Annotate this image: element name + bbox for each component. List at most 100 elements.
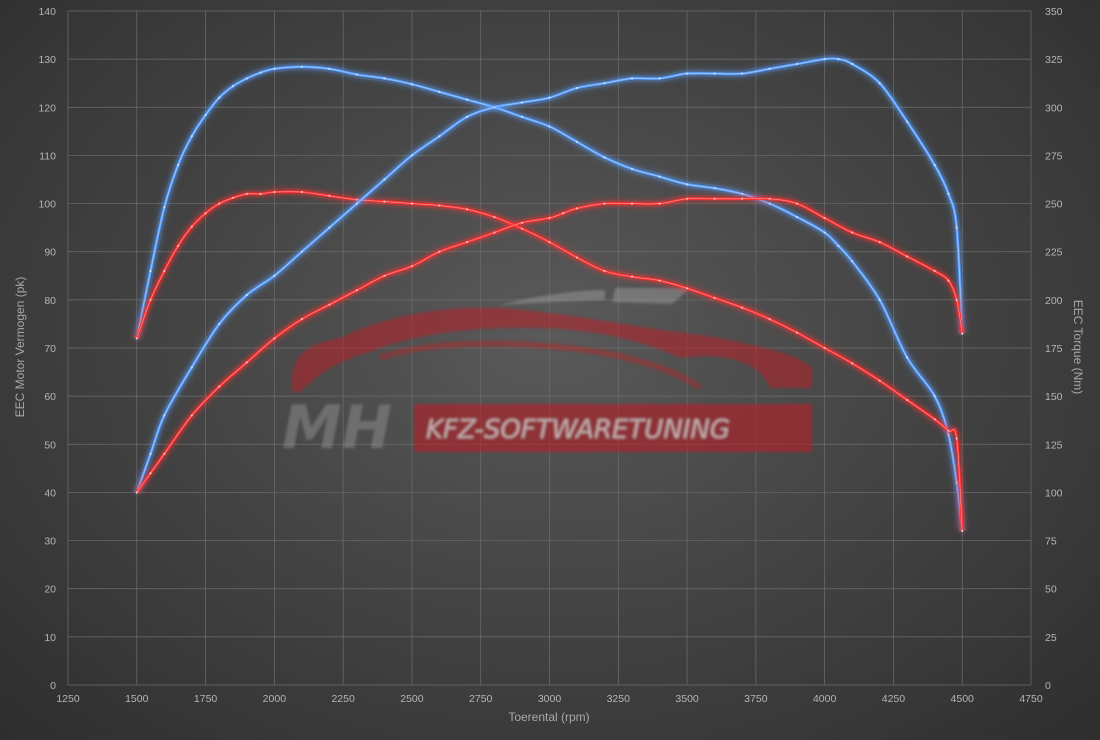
data-point [204,113,207,117]
data-point [630,167,634,170]
data-point [906,255,909,258]
data-point [837,58,840,61]
data-point [465,208,469,211]
x-tick-label: 3500 [675,693,699,705]
x-tick-label: 1500 [125,693,149,705]
data-point [493,106,496,109]
x-tick-label: 2500 [400,693,424,705]
data-point [438,90,441,93]
data-point [851,362,854,365]
y-tick-label-right: 150 [1045,391,1063,403]
data-point [823,216,826,220]
series-line-tuned-power-highlight [136,58,963,493]
y-tick-label-left: 20 [44,584,56,596]
data-point [548,96,551,99]
logo-banner [414,404,812,452]
axes: 1250 1500 1750 2000 2250 2500 2750 3000 3250 3500… [38,6,1062,705]
data-point [245,293,248,297]
data-point [796,62,799,66]
x-tick-label: 4250 [882,693,906,705]
data-point [190,366,193,369]
data-point [273,274,276,277]
data-point [548,216,551,220]
data-point [933,269,936,273]
y-tick-label-right: 275 [1045,150,1063,162]
data-point [204,212,207,215]
y-tick-label-right: 250 [1045,199,1063,211]
data-point [713,187,716,190]
logo-kfz-text: KFZ-SOFTWARETUNING [426,415,730,445]
data-point [713,72,716,75]
data-point [658,175,661,178]
data-point [328,194,331,197]
y-tick-label-right: 300 [1045,102,1063,114]
x-tick-label: 4000 [813,693,837,705]
data-point [906,120,909,123]
data-point [177,164,180,167]
data-point [300,318,303,321]
data-point [383,200,386,203]
data-point [630,275,634,278]
y-tick-label-left: 10 [44,632,56,644]
data-point [163,206,166,209]
y-tick-label-right: 175 [1045,343,1063,355]
data-point [493,216,496,219]
grid-lines [67,10,1032,686]
data-point [438,135,441,138]
data-point [933,164,936,167]
data-point [410,202,413,205]
y-tick-label-left: 70 [44,343,56,355]
data-point [548,125,551,128]
data-point [465,98,469,101]
data-point [796,216,799,219]
data-point [438,250,441,253]
data-point [906,398,909,402]
data-point [823,231,826,234]
car-roof-gray [500,288,690,305]
data-point [245,192,248,195]
data-point [273,190,276,194]
y-tick-label-right: 75 [1045,536,1057,548]
y-tick-label-right: 350 [1045,6,1063,18]
data-point [768,202,771,205]
y-tick-label-left: 30 [44,536,56,548]
data-point [548,241,551,244]
data-point [328,303,331,306]
data-point [300,65,303,68]
data-point [768,67,771,70]
data-point [906,356,909,359]
data-point [933,395,936,398]
data-point [686,287,689,290]
y-tick-label-left: 120 [38,102,56,114]
data-point [562,212,565,215]
data-point [259,71,262,74]
x-tick-label: 4750 [1019,693,1043,705]
y-axis-left-title: EEC Motor Vermogen (pk) [13,277,27,418]
data-point [232,196,235,199]
data-point [947,429,950,432]
data-point [713,197,716,200]
data-point [273,337,276,340]
data-point [328,226,331,229]
series-lines [133,55,966,533]
data-point [177,244,180,247]
data-point [603,269,606,273]
data-point [355,202,358,205]
data-point [658,77,661,80]
data-point [149,472,152,475]
data-point [218,202,221,205]
data-point [851,260,854,263]
data-point [796,202,799,205]
data-point [837,244,840,247]
y-tick-label-left: 80 [44,295,56,307]
data-point [955,226,958,229]
data-point [218,385,221,388]
y-tick-label-right: 200 [1045,295,1063,307]
data-point [878,298,881,301]
data-point [520,227,524,230]
data-point [658,202,661,205]
data-point [383,77,386,80]
y-axis-right-title: EEC Torque (Nm) [1071,300,1085,394]
data-point [163,414,166,417]
